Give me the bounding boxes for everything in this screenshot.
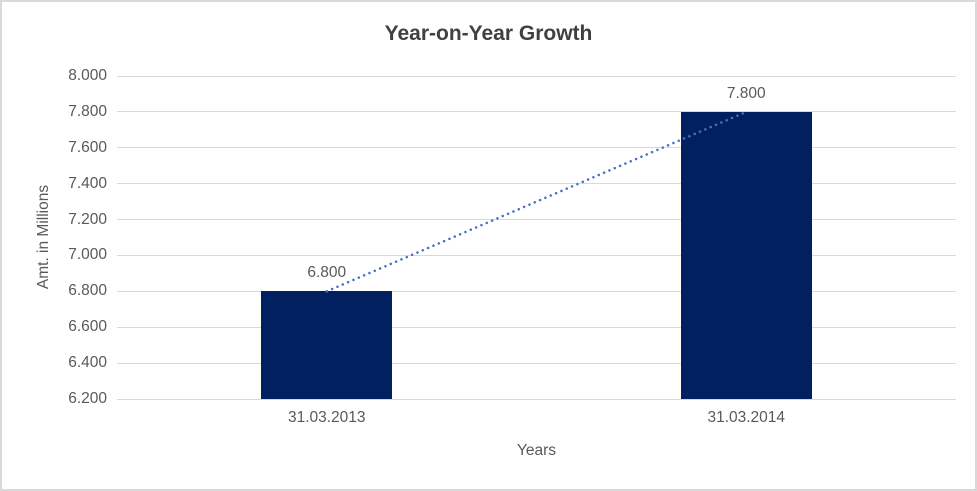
category-label: 31.03.2014 — [707, 409, 786, 426]
bar — [680, 111, 812, 399]
category-label: 31.03.2013 — [287, 409, 366, 426]
gridline — [117, 254, 956, 256]
y-tick-label: 6.400 — [68, 354, 107, 372]
trendline — [325, 110, 748, 293]
y-tick-label: 8.000 — [68, 67, 107, 84]
gridline — [117, 183, 956, 185]
y-axis-title: Amt. in Millions — [35, 184, 52, 290]
y-tick-label: 7.800 — [68, 102, 107, 120]
x-axis-title: Years — [516, 442, 557, 459]
chart-title: Year-on-Year Growth — [384, 22, 593, 45]
y-tick-label: 6.600 — [68, 318, 107, 336]
gridline — [117, 147, 956, 149]
data-label: 6.800 — [307, 264, 347, 282]
bar — [261, 291, 393, 399]
y-tick-label: 7.600 — [68, 138, 107, 156]
gridline — [117, 219, 956, 221]
y-tick-label: 7.200 — [68, 210, 107, 228]
gridline — [117, 290, 956, 292]
gridline — [117, 111, 956, 113]
gridline — [117, 326, 956, 328]
gridline — [117, 75, 956, 77]
y-tick-label: 7.000 — [68, 246, 107, 264]
y-tick-label: 6.200 — [68, 390, 107, 407]
trendline-line — [325, 110, 748, 293]
y-tick-label: 7.400 — [68, 174, 107, 192]
y-tick-label: 6.800 — [68, 282, 107, 300]
gridline — [117, 362, 956, 364]
plot-area: 6.800 7.800 — [117, 75, 956, 400]
data-label: 7.800 — [726, 84, 766, 102]
gridline — [117, 398, 956, 400]
